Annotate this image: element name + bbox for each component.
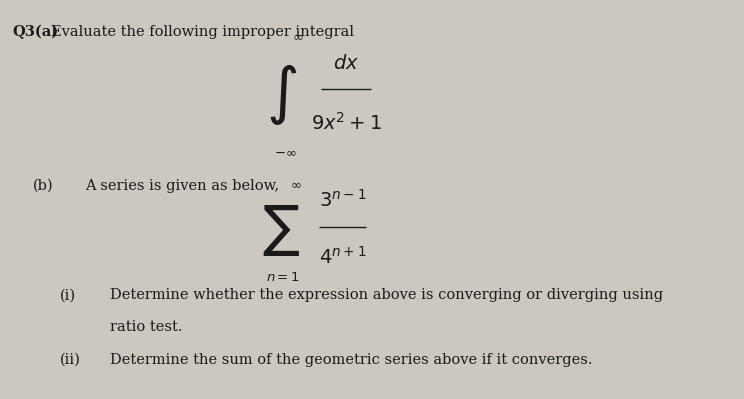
Text: $\int$: $\int$: [266, 63, 297, 127]
Text: (ii): (ii): [60, 353, 81, 367]
Text: (i): (i): [60, 288, 76, 302]
Text: (b): (b): [33, 179, 54, 193]
Text: $dx$: $dx$: [333, 54, 359, 73]
Text: Q3(a): Q3(a): [12, 25, 58, 40]
Text: $3^{n-1}$: $3^{n-1}$: [319, 189, 366, 211]
Text: $\sum$: $\sum$: [263, 203, 301, 258]
Text: $9x^2+1$: $9x^2+1$: [311, 112, 382, 134]
Text: Determine the sum of the geometric series above if it converges.: Determine the sum of the geometric serie…: [109, 353, 592, 367]
Text: $n=1$: $n=1$: [266, 271, 300, 284]
Text: Evaluate the following improper integral: Evaluate the following improper integral: [51, 25, 354, 39]
Text: $4^{n+1}$: $4^{n+1}$: [319, 246, 366, 268]
Text: $\infty$: $\infty$: [290, 178, 301, 191]
Text: ratio test.: ratio test.: [109, 320, 182, 334]
Text: $-\infty$: $-\infty$: [275, 146, 297, 159]
Text: Determine whether the expression above is converging or diverging using: Determine whether the expression above i…: [109, 288, 663, 302]
Text: A series is given as below,: A series is given as below,: [86, 179, 280, 193]
Text: $\infty$: $\infty$: [292, 30, 304, 43]
